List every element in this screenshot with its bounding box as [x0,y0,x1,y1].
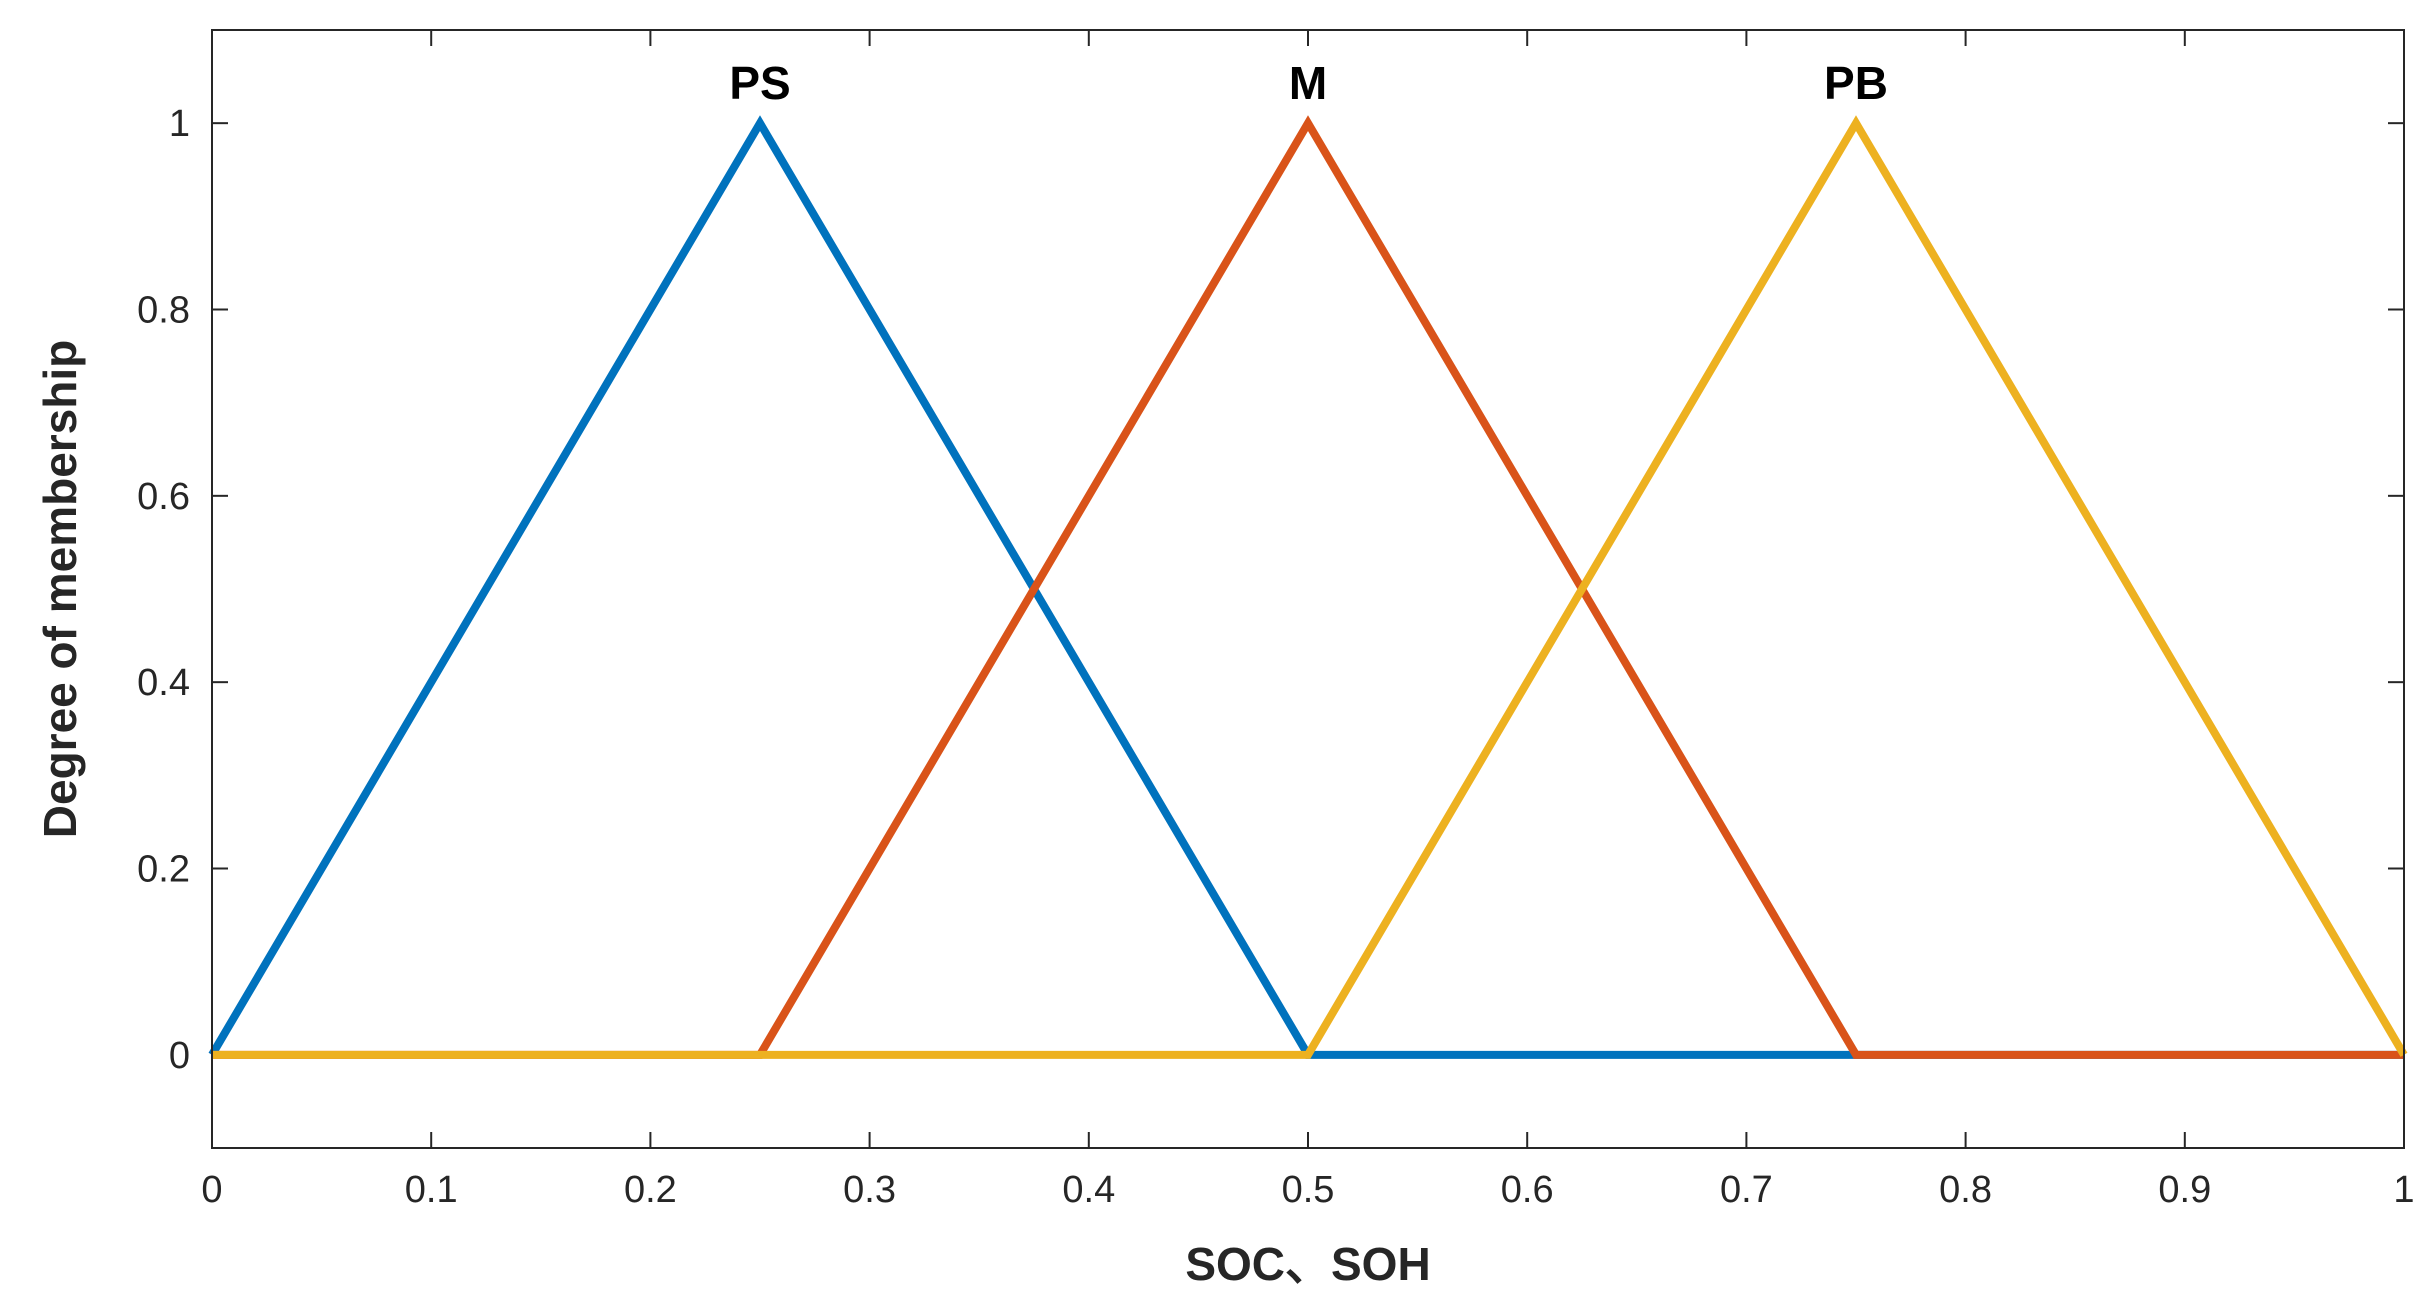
mf-label-ps: PS [729,57,790,109]
y-tick-label: 1 [169,103,190,145]
y-axis-title: Degree of membership [34,340,86,838]
y-tick-label: 0.8 [137,290,190,332]
x-tick-label: 0.7 [1720,1169,1773,1211]
y-tick-labels: 0 0.2 0.4 0.6 0.8 1 [137,103,190,1077]
y-tick-label: 0 [169,1035,190,1077]
x-tick-label: 0.2 [624,1169,677,1211]
y-tick-label: 0.6 [137,476,190,518]
mf-label-m: M [1289,57,1327,109]
x-axis-title: SOC、SOH [1185,1238,1430,1290]
x-tick-label: 0.5 [1282,1169,1335,1211]
x-tick-label: 0.9 [2158,1169,2211,1211]
x-tick-label: 1 [2393,1169,2414,1211]
series-lines [208,115,2408,1059]
x-tick-label: 0.4 [1062,1169,1115,1211]
plot-frame [211,29,2405,1149]
x-tick-label: 0 [201,1169,222,1211]
x-tick-label: 0.6 [1501,1169,1554,1211]
x-tick-label: 0.1 [405,1169,458,1211]
x-tick-label: 0.8 [1939,1169,1992,1211]
membership-labels: PS M PB [729,57,1888,109]
plot-area [212,30,2404,1148]
x-tick-label: 0.3 [843,1169,896,1211]
mf-label-pb: PB [1824,57,1888,109]
series-line-pb [212,115,2408,1059]
y-tick-label: 0.2 [137,849,190,891]
y-tick-label: 0.4 [137,662,190,704]
x-tick-labels: 0 0.1 0.2 0.3 0.4 0.5 0.6 0.7 0.8 0.9 1 [201,1169,2414,1211]
